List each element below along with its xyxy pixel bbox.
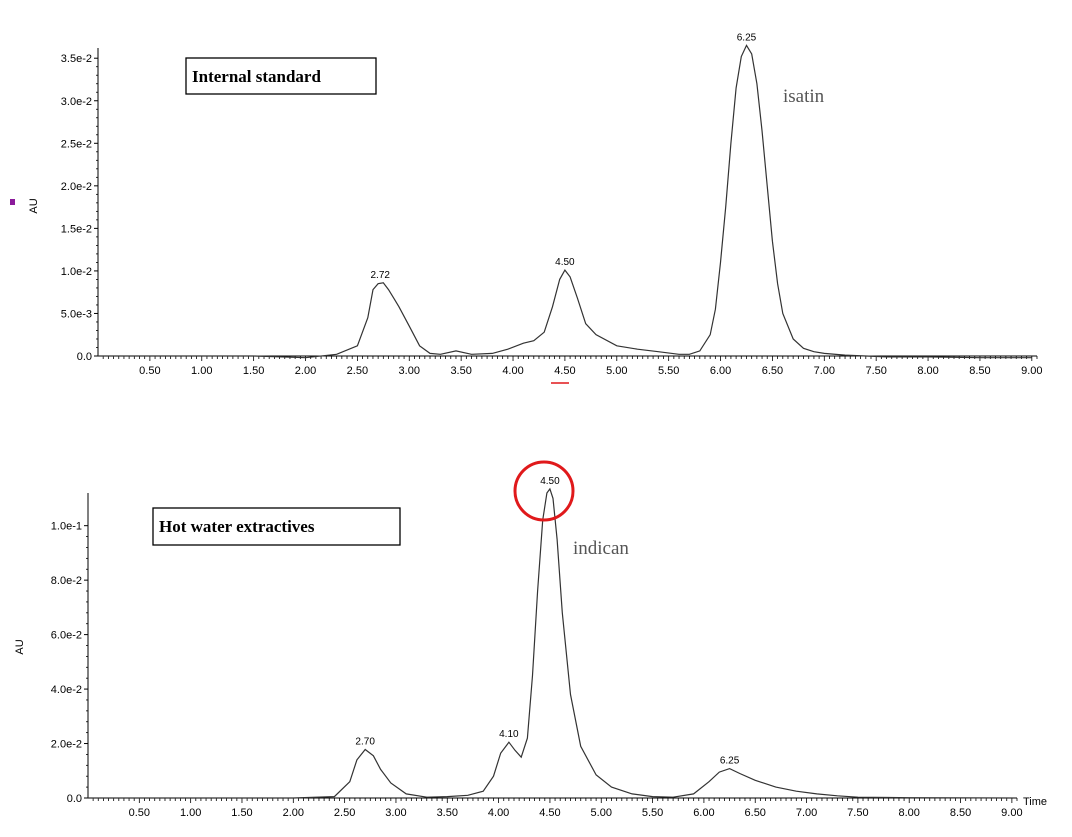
y-tick-label: 5.0e-3 — [61, 308, 92, 320]
x-tick-label: 1.00 — [180, 807, 201, 819]
x-tick-label: 2.00 — [283, 807, 304, 819]
box-label-frame — [152, 507, 401, 546]
x-tick-label: 0.50 — [139, 365, 160, 377]
x-tick-label: 6.50 — [745, 807, 766, 819]
x-tick-label: 4.50 — [554, 365, 575, 377]
peak-label: 4.50 — [540, 476, 560, 487]
y-axis-label: AU — [14, 639, 26, 654]
x-tick-label: 0.50 — [129, 807, 150, 819]
x-tick-label: 6.00 — [693, 807, 714, 819]
y-tick-label: 2.0e-2 — [61, 181, 92, 193]
y-tick-label: 1.5e-2 — [61, 223, 92, 235]
y-tick-label: 8.0e-2 — [51, 575, 82, 587]
x-tick-label: 5.00 — [606, 365, 627, 377]
x-tick-label: 6.50 — [762, 365, 783, 377]
x-tick-label: 7.50 — [847, 807, 868, 819]
y-tick-label: 4.0e-2 — [51, 684, 82, 696]
x-tick-label: 8.00 — [899, 807, 920, 819]
y-tick-label: 2.5e-2 — [61, 138, 92, 150]
x-tick-label: 7.50 — [865, 365, 886, 377]
chart-internal-standard: 0.0 5.0e-3 1.0e-2 1.5e-2 2.0e-2 2.5e-2 3.0e-2 3… — [10, 32, 1043, 384]
x-tick-label: 3.50 — [450, 365, 471, 377]
peak-label: 6.25 — [737, 32, 757, 43]
y-axis-ticks: 0.0 5.0e-3 1.0e-2 1.5e-2 2.0e-2 2.5e-2 3.0e-2 3… — [61, 53, 98, 363]
x-axis-label-time: Time — [1023, 796, 1047, 808]
x-tick-label: 3.00 — [385, 807, 406, 819]
chart-hot-water-extractives: 0.0 2.0e-2 4.0e-2 6.0e-2 8.0e-2 1.0e-1 0.50 1.… — [14, 460, 1047, 819]
x-tick-label: 2.00 — [295, 365, 316, 377]
y-tick-label: 0.0 — [77, 351, 92, 363]
x-tick-label: 7.00 — [814, 365, 835, 377]
x-tick-label: 4.50 — [539, 807, 560, 819]
y-tick-label: 3.0e-2 — [61, 96, 92, 108]
x-tick-label: 6.00 — [710, 365, 731, 377]
highlight-circle-4-50 — [513, 460, 575, 522]
chromatogram-trace — [98, 44, 1032, 359]
y-tick-label: 0.0 — [67, 793, 82, 805]
x-tick-label: 7.00 — [796, 807, 817, 819]
x-tick-label: 1.50 — [231, 807, 252, 819]
x-tick-label: 4.00 — [488, 807, 509, 819]
x-tick-label: 1.50 — [243, 365, 264, 377]
y-tick-label: 3.5e-2 — [61, 53, 92, 65]
x-tick-label: 2.50 — [334, 807, 355, 819]
y-axis-ticks: 0.0 2.0e-2 4.0e-2 6.0e-2 8.0e-2 1.0e-1 — [51, 521, 88, 805]
isatin-annotation: isatin — [783, 86, 825, 107]
x-tick-label: 8.00 — [917, 365, 938, 377]
peak-labels: 2.70 4.10 4.50 6.25 — [355, 476, 739, 767]
x-tick-label: 4.00 — [502, 365, 523, 377]
chromatogram-trace — [88, 487, 1012, 799]
x-tick-label: 9.00 — [1021, 365, 1042, 377]
x-axis-ticks: 0.50 1.00 1.50 2.00 2.50 3.00 3.50 4.00 4.50 5.00… — [102, 356, 1043, 377]
x-tick-label: 8.50 — [969, 365, 990, 377]
x-tick-label: 2.50 — [347, 365, 368, 377]
x-axis-ticks: 0.50 1.00 1.50 2.00 2.50 3.00 3.50 4.00 4.50 5.00… — [92, 798, 1023, 819]
series-marker — [10, 199, 15, 205]
y-tick-label: 6.0e-2 — [51, 630, 82, 642]
peak-label: 2.70 — [355, 737, 375, 748]
x-tick-label: 5.50 — [642, 807, 663, 819]
x-tick-label: 5.50 — [658, 365, 679, 377]
x-tick-label: 3.00 — [399, 365, 420, 377]
peak-labels: 2.72 4.50 6.25 — [370, 32, 756, 280]
y-tick-label: 1.0e-2 — [61, 266, 92, 278]
y-tick-label: 2.0e-2 — [51, 739, 82, 751]
y-axis-label: AU — [28, 198, 40, 213]
box-label-internal-standard: Internal standard — [192, 67, 321, 86]
peak-label: 4.50 — [555, 257, 575, 268]
x-tick-label: 1.00 — [191, 365, 212, 377]
y-tick-label: 1.0e-1 — [51, 521, 82, 533]
peak-label: 2.72 — [370, 270, 390, 281]
peak-label: 6.25 — [720, 756, 740, 767]
peak-label: 4.10 — [499, 729, 519, 740]
box-label-frame — [185, 57, 377, 95]
x-tick-label: 5.00 — [591, 807, 612, 819]
box-label-hot-water-extractives: Hot water extractives — [159, 517, 315, 536]
indican-annotation: indican — [573, 538, 629, 559]
x-tick-label: 8.50 — [950, 807, 971, 819]
x-tick-label: 9.00 — [1001, 807, 1022, 819]
x-tick-label: 3.50 — [437, 807, 458, 819]
